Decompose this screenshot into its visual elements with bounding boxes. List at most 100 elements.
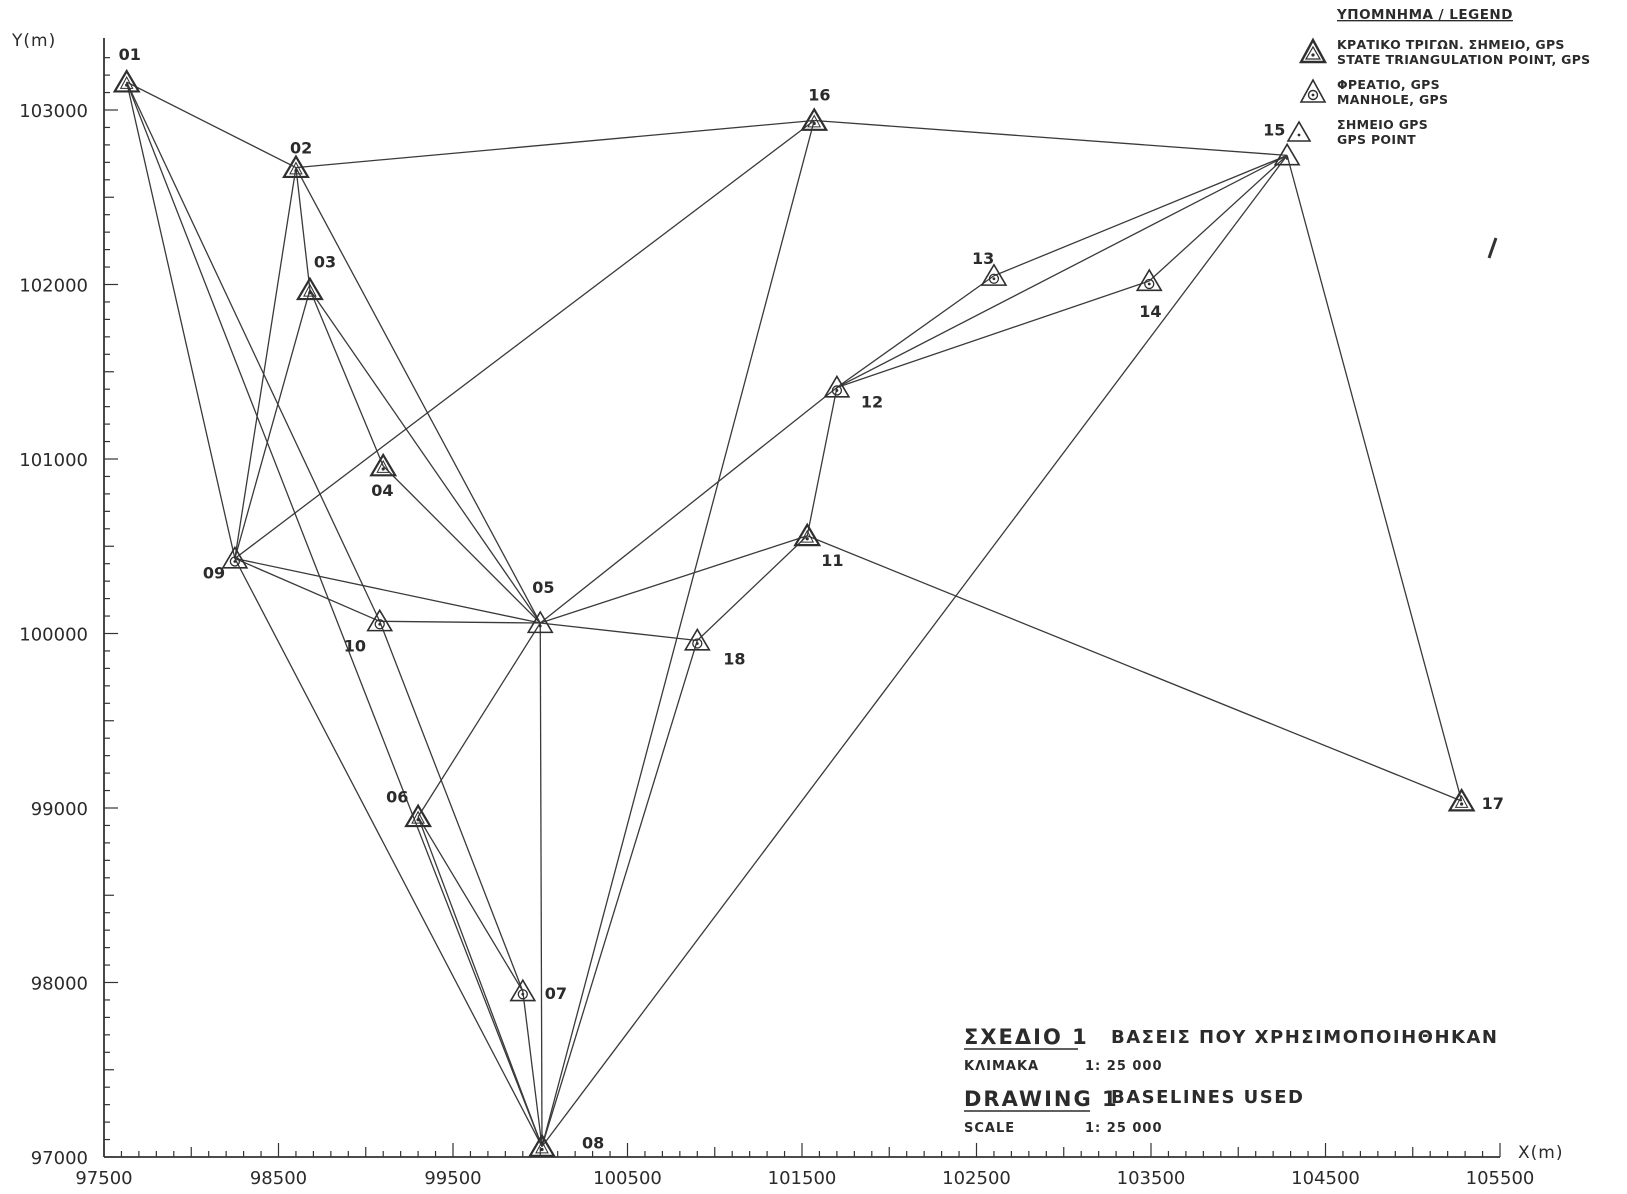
point-14: 14 <box>1135 268 1163 321</box>
point-05: 05 <box>526 578 555 634</box>
x-tick-label: 97500 <box>75 1168 132 1189</box>
baseline-04-05 <box>382 465 541 624</box>
baseline-12-13 <box>836 275 995 388</box>
inner-triangle <box>807 114 822 128</box>
points-group: 01 02 03 04 05 06 07 08 09 10 11 12 13 14 15 16 17 18 <box>112 45 1504 1157</box>
manhole-ring <box>988 273 1000 284</box>
y-tick-label: 101000 <box>19 450 88 471</box>
baseline-16-15 <box>814 119 1288 157</box>
manhole-ring <box>517 989 528 1000</box>
y-tick-label: 97000 <box>31 1148 88 1169</box>
baseline-05-08 <box>539 623 543 1147</box>
state-marker-icon <box>112 68 141 93</box>
baseline-09-10 <box>234 557 380 622</box>
legend-manhole-gr: ΦΡΕΑΤΙΟ, GPS <box>1337 77 1440 92</box>
x-tick-label: 102500 <box>942 1168 1011 1189</box>
baseline-06-07 <box>417 816 524 992</box>
point-18: 18 <box>683 627 746 668</box>
baselines-group <box>126 81 1463 1147</box>
legend-state-en: STATE TRIANGULATION POINT, GPS <box>1337 52 1590 67</box>
baseline-02-16 <box>295 119 815 169</box>
state-marker-icon <box>793 522 822 547</box>
english-scale-value: 1: 25 000 <box>1085 1121 1163 1136</box>
y-tick-label: 98000 <box>31 974 88 995</box>
greek-scale-value: 1: 25 000 <box>1085 1059 1163 1074</box>
point-13: 13 <box>972 249 1008 286</box>
state-marker-icon <box>295 276 324 301</box>
x-tick-label: 105500 <box>1466 1168 1535 1189</box>
state-marker-icon <box>282 154 310 179</box>
english-drawing-number: DRAWING 1 <box>964 1087 1119 1111</box>
x-tick-label: 104500 <box>1291 1168 1360 1189</box>
inner-triangle <box>289 161 303 175</box>
baseline-12-14 <box>836 280 1150 389</box>
baseline-08-18 <box>541 640 698 1147</box>
legend-gps-gr: ΣΗΜΕΙΟ GPS <box>1337 117 1428 132</box>
gps-point-icon <box>1286 120 1312 142</box>
manhole-marker-icon <box>366 608 394 632</box>
point-12: 12 <box>823 374 883 411</box>
greek-drawing-number: ΣΧΕΔΙΟ 1 <box>964 1025 1089 1049</box>
inner-triangle <box>376 459 391 473</box>
state-triangulation-icon <box>1298 37 1328 64</box>
center-dot <box>308 291 312 295</box>
manhole-marker-icon <box>683 627 711 651</box>
y-tick-label: 99000 <box>31 799 88 820</box>
baseline-11-12 <box>806 387 838 536</box>
baseline-15-17 <box>1286 155 1463 802</box>
greek-drawing-title: ΒΑΣΕΙΣ ΠΟΥ ΧΡΗΣΙΜΟΠΟΙΗΘΗΚΑΝ <box>1111 1027 1498 1048</box>
baseline-03-09 <box>234 289 311 559</box>
baseline-06-08 <box>417 816 543 1147</box>
center-dot <box>1285 156 1289 160</box>
center-dot <box>1460 802 1464 806</box>
point-label: 14 <box>1139 302 1161 321</box>
baseline-18-11 <box>696 535 808 641</box>
baseline-07-08 <box>522 991 543 1147</box>
point-label: 03 <box>314 253 336 272</box>
baseline-08-16 <box>541 120 815 1147</box>
baseline-05-12 <box>539 386 838 624</box>
manhole-ring <box>831 385 843 396</box>
legend-item-state: ΚΡΑΤΙΚΟ ΤΡΙΓΩΝ. ΣΗΜΕΙΟ, GPS STATE TRIANG… <box>1298 37 1590 67</box>
manhole-ring <box>229 556 241 567</box>
baseline-09-16 <box>234 119 815 559</box>
point-15: 15 <box>1263 120 1301 166</box>
manhole-marker-icon <box>1135 268 1163 292</box>
center-dot <box>1147 282 1151 286</box>
baseline-08-15 <box>541 154 1288 1147</box>
baseline-01-08 <box>126 81 543 1147</box>
point-label: 05 <box>532 578 554 597</box>
legend: ΥΠΟΜΝΗΜΑ / LEGEND ΚΡΑΤΙΚΟ ΤΡΙΓΩΝ. ΣΗΜΕΙΟ… <box>1286 7 1590 147</box>
manhole-ring <box>692 638 703 649</box>
tick-labels-group: 97500 98500 99500 100500 101500 102500 103500 1… <box>19 101 1534 1189</box>
baseline-10-05 <box>379 620 541 624</box>
center-dot <box>812 121 816 126</box>
x-tick-label: 98500 <box>250 1168 307 1189</box>
point-label: 02 <box>290 139 312 158</box>
point-10: 10 <box>344 608 394 655</box>
manhole-ring <box>374 619 385 630</box>
point-label: 04 <box>371 481 393 500</box>
center-dot <box>521 992 525 996</box>
point-09: 09 <box>203 545 249 582</box>
english-scale-label: SCALE <box>964 1121 1015 1136</box>
x-tick-label: 100500 <box>593 1168 662 1189</box>
x-tick-label: 103500 <box>1117 1168 1186 1189</box>
baseline-05-11 <box>540 535 808 624</box>
inner-triangle <box>119 76 134 89</box>
legend-gps-en: GPS POINT <box>1337 132 1416 147</box>
baseline-05-06 <box>417 622 541 818</box>
center-dot <box>835 389 839 392</box>
stray-pen-mark <box>1487 237 1498 259</box>
baseline-12-15 <box>836 154 1288 389</box>
inner-triangle <box>800 529 815 543</box>
point-label: 10 <box>344 636 366 655</box>
point-06: 06 <box>386 788 433 828</box>
axis-ticks-group <box>103 57 1501 1158</box>
baseline-03-05 <box>309 289 541 624</box>
title-block: ΣΧΕΔΙΟ 1 ΒΑΣΕΙΣ ΠΟΥ ΧΡΗΣΙΜΟΠΟΙΗΘΗΚΑΝ ΚΛΙ… <box>964 1025 1498 1136</box>
x-tick-label: 99500 <box>424 1168 481 1189</box>
point-label: 13 <box>972 249 994 268</box>
manhole-marker-icon <box>221 545 249 569</box>
